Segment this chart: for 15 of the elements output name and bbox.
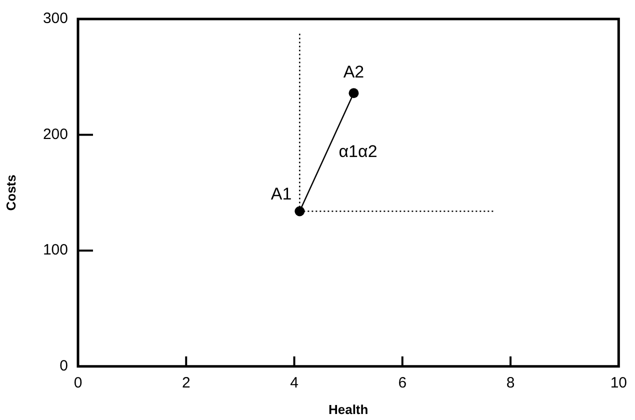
x-axis-title: Health (328, 402, 368, 417)
annotation: A2 (343, 62, 364, 82)
annotation: α1α2 (338, 142, 378, 161)
y-tick-label: 200 (42, 126, 68, 143)
x-tick-label: 6 (398, 374, 407, 392)
x-tick-label: 0 (74, 374, 82, 392)
y-tick-label: 100 (42, 242, 68, 259)
x-tick-label: 2 (182, 374, 190, 392)
annotation: A1 (270, 184, 292, 204)
x-tick-label: 10 (610, 374, 627, 392)
x-tick-label: 4 (290, 374, 298, 392)
y-axis-title: Costs (3, 174, 18, 211)
x-tick-label: 8 (506, 374, 515, 392)
y-tick-label: 300 (42, 10, 68, 28)
y-tick-label: 0 (60, 358, 68, 375)
